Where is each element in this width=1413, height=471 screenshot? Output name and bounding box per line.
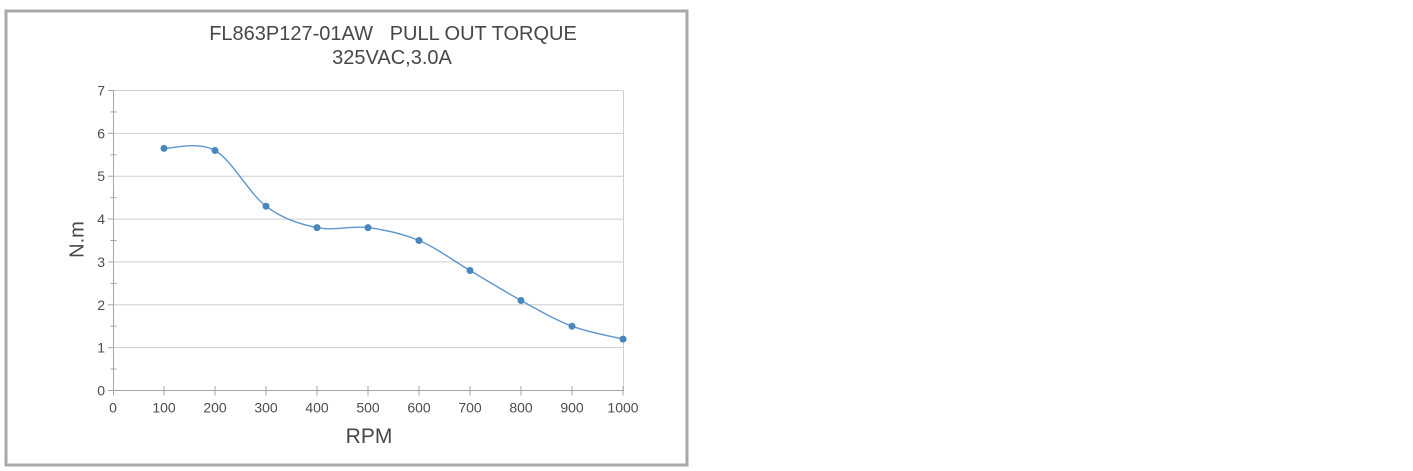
svg-text:325VAC,3.0A: 325VAC,3.0A: [332, 47, 452, 69]
svg-text:700: 700: [458, 400, 482, 416]
svg-text:0: 0: [109, 400, 117, 416]
svg-text:RPM: RPM: [346, 425, 393, 448]
svg-text:1000: 1000: [607, 400, 638, 416]
svg-text:100: 100: [152, 400, 176, 416]
svg-text:5: 5: [97, 168, 105, 184]
svg-text:600: 600: [407, 400, 431, 416]
svg-text:300: 300: [254, 400, 278, 416]
svg-text:200: 200: [203, 400, 227, 416]
svg-text:6: 6: [97, 125, 105, 141]
svg-text:900: 900: [560, 400, 584, 416]
svg-text:7: 7: [97, 83, 105, 99]
svg-text:0: 0: [97, 383, 105, 399]
svg-text:1: 1: [97, 340, 105, 356]
svg-text:2: 2: [97, 297, 105, 313]
svg-text:800: 800: [509, 400, 533, 416]
svg-text:FL863P127-01AW PULL OUT TORQ: FL863P127-01AW PULL OUT TORQUE: [209, 23, 577, 45]
svg-text:500: 500: [356, 400, 380, 416]
svg-text:400: 400: [305, 400, 329, 416]
svg-text:4: 4: [97, 211, 105, 227]
svg-text:3: 3: [97, 254, 105, 270]
svg-text:N.m: N.m: [67, 221, 89, 258]
